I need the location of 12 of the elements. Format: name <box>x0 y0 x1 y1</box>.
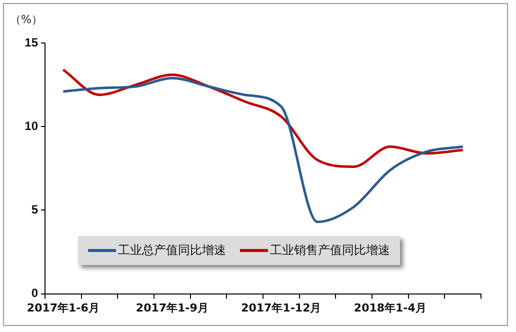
legend-label: 工业总产值同比增速 <box>118 242 226 259</box>
x-tick-label: 2018年1-4月 <box>354 301 426 314</box>
y-tick-label: 15 <box>24 35 38 50</box>
y-tick-label: 10 <box>24 118 38 133</box>
x-tick-label: 2017年1-9月 <box>136 301 208 314</box>
line-series <box>62 76 464 224</box>
legend-label: 工业销售产值同比增速 <box>270 242 390 259</box>
x-tick-label: 2017年1-6月 <box>26 301 100 314</box>
x-tick-label: 2017年1-12月 <box>241 301 322 314</box>
y-tick-label: 5 <box>31 202 38 217</box>
y-axis-title: （%） <box>10 12 42 27</box>
y-tick-label: 0 <box>31 286 38 300</box>
